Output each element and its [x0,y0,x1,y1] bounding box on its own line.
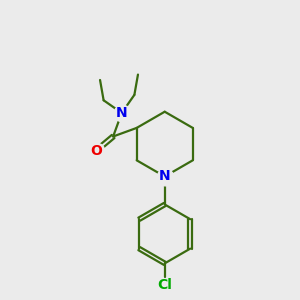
Text: N: N [116,106,127,120]
Text: Cl: Cl [157,278,172,292]
Text: O: O [90,144,102,158]
Text: N: N [159,169,170,184]
